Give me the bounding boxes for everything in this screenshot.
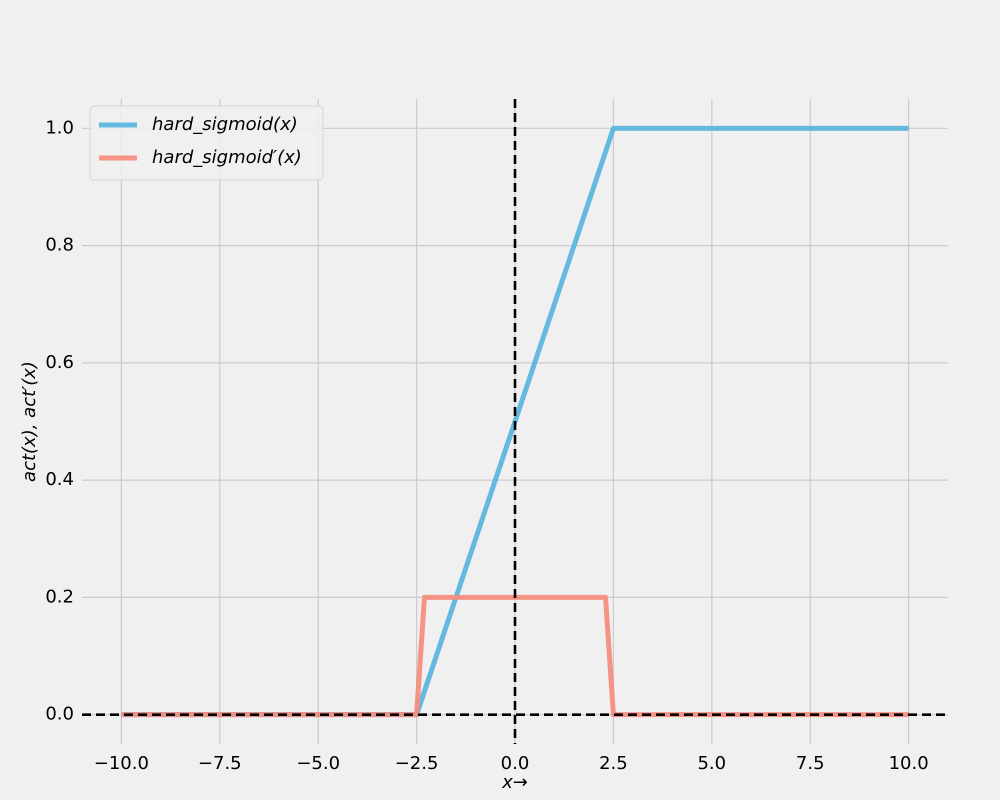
x-axis-label: x→ — [501, 772, 528, 793]
legend-box — [89, 105, 324, 181]
x-tick-label: −10.0 — [94, 753, 149, 774]
legend-label-2: hard_sigmoid′(x) — [152, 147, 302, 168]
legend: hard_sigmoid(x) hard_sigmoid′(x) — [89, 105, 324, 181]
y-tick-label: 0.6 — [45, 352, 74, 373]
y-tick-label: 0.8 — [45, 235, 74, 256]
x-tick-label: −2.5 — [395, 753, 439, 774]
x-tick-label: 10.0 — [889, 753, 929, 774]
y-tick-label: 1.0 — [45, 117, 74, 138]
x-tick-label: 7.5 — [796, 753, 825, 774]
y-tick-label: 0.2 — [45, 586, 74, 607]
x-tick-label: 2.5 — [599, 753, 628, 774]
x-tick-label: −7.5 — [198, 753, 242, 774]
y-axis-label: act(x), act′(x) — [19, 361, 40, 482]
reference-lines — [82, 99, 948, 744]
tick-labels: −10.0 −7.5 −5.0 −2.5 0.0 2.5 5.0 7.5 10.0 0.0 0.2 0… — [45, 117, 928, 774]
x-tick-label: 5.0 — [697, 753, 726, 774]
x-tick-label: −5.0 — [296, 753, 340, 774]
y-tick-label: 0.0 — [45, 704, 74, 725]
y-tick-label: 0.4 — [45, 469, 74, 490]
legend-label-1: hard_sigmoid(x) — [152, 114, 298, 135]
x-tick-label: 0.0 — [501, 753, 530, 774]
